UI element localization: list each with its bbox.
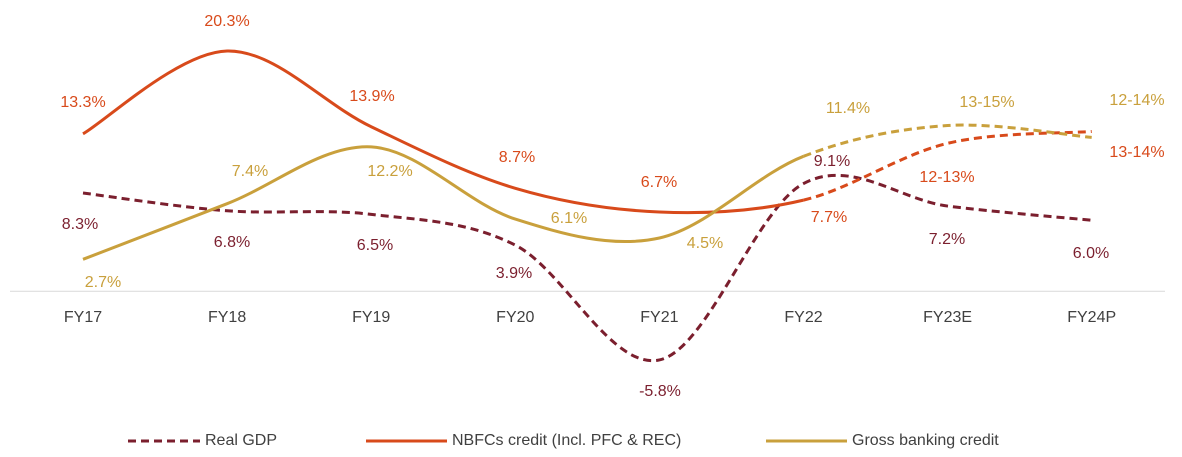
data-label: 6.1% <box>551 210 587 227</box>
legend-label: Gross banking credit <box>852 432 999 449</box>
x-tick-label: FY18 <box>208 309 246 326</box>
data-label: 3.9% <box>496 265 532 282</box>
x-tick-label: FY17 <box>64 309 102 326</box>
x-tick-label: FY21 <box>640 309 678 326</box>
data-label: 6.5% <box>357 237 393 254</box>
legend-label: Real GDP <box>205 432 277 449</box>
data-label: 11.4% <box>826 100 870 117</box>
data-label: 7.7% <box>811 209 847 226</box>
data-label: 7.4% <box>232 163 268 180</box>
data-label: 13.9% <box>349 88 394 105</box>
data-label: 9.1% <box>814 153 850 170</box>
series-line <box>82 145 805 261</box>
data-label: 7.2% <box>929 231 965 248</box>
data-label: 20.3% <box>204 13 249 30</box>
x-tick-label: FY23E <box>923 309 972 326</box>
series-line <box>82 173 1092 363</box>
data-label: 6.8% <box>214 234 250 251</box>
x-tick-label: FY24P <box>1067 309 1116 326</box>
legend-label: NBFCs credit (Incl. PFC & REC) <box>452 432 681 449</box>
data-label: 8.3% <box>62 216 98 233</box>
series-line <box>802 123 1092 158</box>
data-label: 13.3% <box>60 94 105 111</box>
series-line <box>82 49 804 215</box>
series-line <box>803 129 1092 202</box>
data-label: 12-13% <box>919 169 974 186</box>
data-label: 8.7% <box>499 149 535 166</box>
data-label: 13-15% <box>959 94 1014 111</box>
data-label: 12.2% <box>367 163 412 180</box>
data-label: 4.5% <box>687 235 723 252</box>
data-label: 13-14% <box>1109 144 1164 161</box>
data-label: -5.8% <box>639 383 681 400</box>
data-label: 2.7% <box>85 274 121 291</box>
x-tick-label: FY22 <box>784 309 822 326</box>
data-label: 6.7% <box>641 174 677 191</box>
data-label: 6.0% <box>1073 245 1109 262</box>
x-tick-label: FY19 <box>352 309 390 326</box>
x-tick-label: FY20 <box>496 309 534 326</box>
data-label: 12-14% <box>1109 92 1164 109</box>
